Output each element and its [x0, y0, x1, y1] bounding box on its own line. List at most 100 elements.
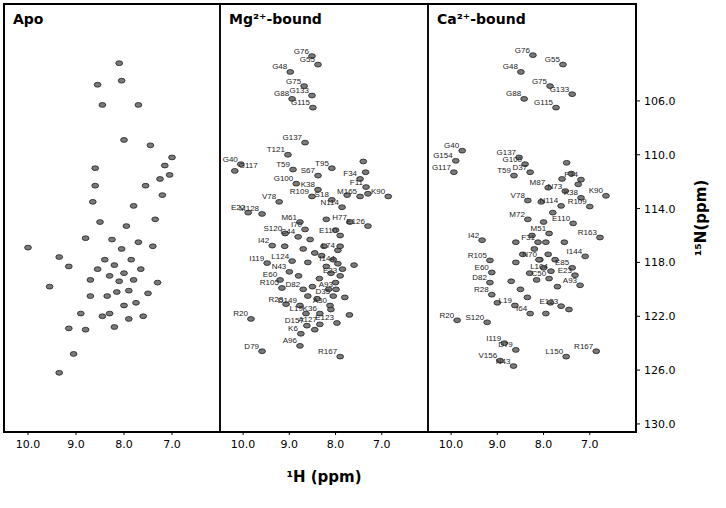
panel-title: Ca²⁺-bound: [437, 11, 526, 27]
panel-frame: [4, 4, 220, 432]
peak-label: D82: [286, 280, 301, 289]
peak-label: E23: [323, 266, 338, 275]
peak: [231, 168, 238, 173]
peak: [137, 267, 144, 272]
peak-label: G48: [272, 62, 288, 71]
peak-label: T59: [276, 160, 290, 169]
peaks: [231, 54, 391, 359]
peak-label: G100: [274, 174, 294, 183]
outer-frame: [4, 4, 636, 432]
x-tick-label: 10.0: [231, 438, 256, 451]
peak: [135, 103, 142, 108]
peak: [92, 166, 99, 171]
peak: [286, 269, 293, 274]
peak-label: M51: [531, 224, 547, 233]
peak: [603, 193, 610, 198]
peak: [560, 62, 567, 67]
peak: [94, 267, 101, 272]
peak: [65, 326, 72, 331]
peak-label: K38: [564, 188, 579, 197]
x-tick-label: 10.0: [16, 438, 41, 451]
peak: [524, 198, 531, 203]
peak-label: D37: [512, 163, 527, 172]
peak-label: A93: [563, 276, 578, 285]
peak-label: G75: [532, 77, 548, 86]
x-tick-label: 9.0: [67, 438, 85, 451]
peak: [111, 263, 118, 268]
peak: [118, 247, 125, 252]
peak: [106, 273, 113, 278]
peak: [566, 307, 573, 312]
peak: [582, 254, 589, 259]
peak: [169, 155, 176, 160]
peak-label: G115: [534, 98, 554, 107]
peak: [152, 217, 159, 222]
x-tick-label: 8.0: [535, 438, 553, 451]
peak: [337, 273, 344, 278]
peak: [116, 279, 123, 284]
peak-label: E110: [552, 214, 571, 223]
peak-label: T59: [497, 166, 511, 175]
peak: [106, 311, 113, 316]
peak: [290, 167, 297, 172]
peak: [279, 286, 286, 291]
peak-label: G115: [291, 98, 311, 107]
peak-label: I42: [258, 236, 270, 245]
peak-label: L19: [499, 296, 513, 305]
peak-label: E60: [475, 263, 490, 272]
peak-label: M87: [530, 178, 546, 187]
peak-label: E22: [231, 203, 246, 212]
peak-label: I42: [468, 231, 480, 240]
peak: [316, 322, 323, 327]
peak: [147, 143, 154, 148]
panel-title: Apo: [13, 11, 44, 27]
peak: [569, 92, 576, 97]
peak-label: V78: [511, 191, 526, 200]
peak: [512, 260, 519, 265]
peak: [130, 278, 137, 283]
peak: [315, 173, 322, 178]
peak: [149, 244, 156, 249]
peak: [341, 295, 348, 300]
peak: [304, 260, 311, 265]
peak-label: S120: [263, 224, 282, 233]
peak: [56, 255, 63, 260]
peak-label: I144: [319, 254, 335, 263]
background: [0, 0, 726, 508]
peak: [259, 349, 266, 354]
peak: [56, 370, 63, 375]
peak: [333, 287, 340, 292]
peak: [99, 314, 106, 319]
peak: [527, 170, 534, 175]
peak: [157, 177, 164, 182]
peak: [87, 294, 94, 299]
peak: [82, 327, 89, 332]
peak: [360, 159, 367, 164]
x-axis-title: ¹H (ppm): [286, 468, 361, 486]
peak: [125, 288, 132, 293]
peak-label: K90: [589, 186, 604, 195]
peak: [558, 203, 565, 208]
peak: [300, 287, 307, 292]
peak-label: G55: [300, 55, 316, 64]
peak: [264, 261, 271, 266]
peak-label: T121: [267, 145, 286, 154]
peak: [159, 193, 166, 198]
x-tick-label: 7.0: [163, 438, 181, 451]
peaks: [450, 53, 609, 369]
peak-label: E110: [319, 226, 338, 235]
peak: [94, 82, 101, 87]
peak: [337, 233, 344, 238]
peak: [548, 269, 555, 274]
peak-label: K90: [371, 187, 386, 196]
peak-label: N73: [548, 182, 563, 191]
peak: [484, 320, 491, 325]
peak-label: R167: [574, 342, 594, 351]
peak: [337, 354, 344, 359]
peak-label: D79: [498, 340, 513, 349]
peak-label: A96: [283, 336, 298, 345]
peak: [351, 263, 358, 268]
y-tick-label: 122.0: [644, 310, 676, 323]
peak: [77, 311, 84, 316]
y-tick-label: 130.0: [644, 418, 676, 431]
